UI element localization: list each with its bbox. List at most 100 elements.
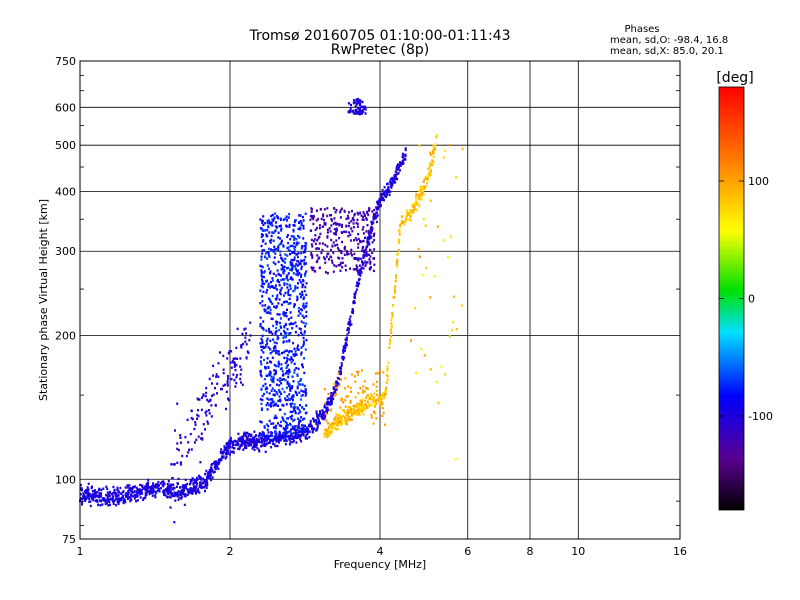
- data-point: [281, 387, 284, 391]
- data-point: [294, 219, 297, 222]
- data-point: [190, 416, 193, 420]
- data-point: [400, 221, 403, 225]
- data-points: [79, 97, 464, 524]
- data-point: [271, 434, 274, 438]
- data-point: [226, 442, 229, 445]
- data-point: [353, 404, 356, 408]
- data-point: [352, 111, 355, 115]
- data-point: [168, 489, 171, 492]
- data-point: [354, 396, 357, 399]
- data-point: [393, 174, 396, 178]
- data-point: [260, 227, 263, 230]
- data-point: [389, 177, 392, 181]
- data-point: [357, 98, 360, 102]
- data-point: [432, 155, 435, 159]
- data-point: [181, 454, 184, 458]
- data-point: [419, 197, 421, 201]
- data-point: [261, 444, 264, 447]
- data-point: [249, 334, 252, 337]
- data-point: [371, 226, 373, 230]
- data-point: [262, 239, 265, 242]
- data-point: [129, 499, 132, 503]
- data-point: [225, 390, 228, 393]
- data-point: [366, 224, 369, 227]
- data-point: [237, 437, 240, 441]
- data-point: [177, 448, 180, 452]
- data-point: [119, 498, 121, 501]
- data-point: [285, 424, 287, 428]
- data-point: [82, 495, 84, 498]
- data-point: [282, 260, 285, 263]
- data-point: [112, 500, 115, 504]
- data-point: [133, 490, 136, 493]
- data-point: [354, 380, 357, 383]
- data-point: [344, 399, 347, 402]
- data-point: [341, 355, 344, 359]
- data-point: [267, 398, 270, 401]
- data-point: [233, 362, 236, 365]
- data-point: [331, 261, 334, 265]
- data-point: [411, 205, 414, 208]
- data-point: [415, 201, 418, 204]
- data-point: [269, 299, 272, 302]
- data-point: [220, 448, 223, 451]
- data-point: [340, 364, 343, 367]
- data-point: [86, 486, 89, 489]
- data-point: [139, 483, 142, 487]
- data-point: [300, 247, 303, 250]
- data-point: [295, 253, 298, 256]
- data-point: [176, 491, 179, 495]
- data-point: [319, 232, 322, 236]
- data-point: [361, 100, 364, 104]
- data-point: [391, 176, 394, 180]
- data-point: [290, 276, 293, 279]
- data-point: [297, 252, 300, 255]
- data-point: [297, 425, 300, 429]
- data-point: [299, 308, 302, 311]
- data-point: [346, 214, 349, 218]
- data-point: [352, 222, 355, 225]
- data-point: [383, 396, 386, 399]
- data-point: [364, 108, 367, 111]
- data-point: [201, 396, 203, 399]
- data-point: [205, 414, 208, 417]
- data-point: [244, 442, 247, 445]
- data-point: [124, 486, 127, 489]
- data-point: [277, 360, 280, 363]
- data-point: [266, 357, 269, 360]
- data-point: [239, 377, 242, 381]
- data-point: [112, 502, 115, 506]
- data-point: [298, 327, 301, 330]
- data-point: [370, 229, 373, 232]
- data-point: [98, 494, 101, 497]
- data-point: [287, 293, 290, 297]
- data-point: [361, 263, 364, 267]
- data-point: [277, 245, 280, 248]
- data-point: [335, 227, 338, 230]
- data-point: [231, 440, 234, 444]
- data-point: [305, 338, 308, 342]
- data-point: [298, 408, 301, 412]
- data-point: [265, 291, 268, 294]
- data-point: [364, 264, 367, 268]
- data-point: [262, 223, 265, 227]
- x-tick-label: 2: [227, 545, 234, 558]
- data-point: [301, 245, 304, 248]
- data-point: [279, 437, 281, 440]
- data-point: [261, 440, 264, 443]
- data-point: [127, 496, 130, 499]
- data-point: [210, 404, 213, 407]
- data-point: [275, 341, 278, 345]
- data-point: [298, 391, 301, 394]
- data-point: [206, 420, 209, 423]
- data-point: [353, 375, 356, 378]
- data-point: [303, 262, 306, 266]
- data-point: [339, 263, 342, 267]
- data-point: [244, 432, 247, 435]
- data-point: [362, 267, 365, 270]
- data-point: [268, 441, 270, 444]
- data-point: [289, 410, 292, 414]
- data-point: [303, 417, 306, 420]
- data-point: [105, 501, 108, 505]
- data-point: [404, 148, 407, 152]
